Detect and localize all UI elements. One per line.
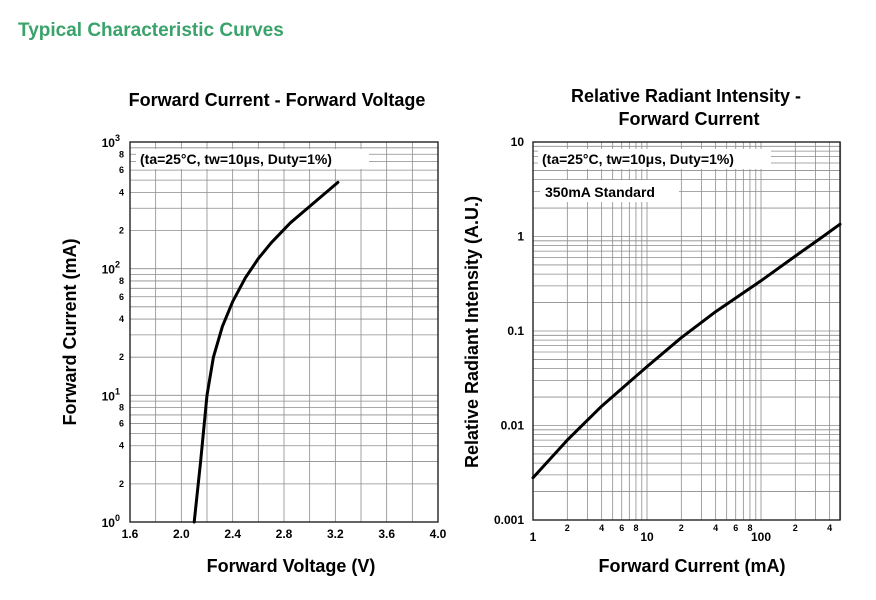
y-tick-label: 0.1 (507, 324, 524, 338)
annotation-background (540, 180, 679, 202)
y-tick-label: 10 (511, 135, 525, 149)
x-tick-label: 100 (751, 530, 771, 544)
section-title: Typical Characteristic Curves (18, 20, 284, 41)
y-tick-label: 101 (102, 386, 120, 403)
annotation-background (538, 149, 771, 169)
x-axis-title: Forward Voltage (V) (207, 556, 376, 576)
y-tick-exponent: 0 (115, 513, 120, 523)
x-minor-tick-label: 6 (619, 523, 624, 533)
x-minor-tick-label: 8 (633, 523, 638, 533)
y-minor-tick-label: 6 (119, 292, 124, 302)
y-minor-tick-label: 4 (119, 441, 124, 451)
plot-frame (532, 141, 841, 521)
y-axis-title: Forward Current (mA) (60, 238, 80, 425)
x-tick-label: 3.6 (378, 527, 395, 541)
x-minor-tick-label: 2 (565, 523, 570, 533)
series-line-forward-current (192, 180, 340, 524)
x-minor-tick-label: 4 (827, 523, 832, 533)
y-tick-label: 1 (517, 230, 524, 244)
annotation-conditions: (ta=25°C, tw=10μs, Duty=1%) (140, 151, 332, 167)
annotation-conditions: (ta=25°C, tw=10μs, Duty=1%) (542, 151, 734, 167)
x-tick-label: 10 (640, 530, 654, 544)
series-line-relative-intensity (531, 222, 842, 480)
y-axis-title: Relative Radiant Intensity (A.U.) (462, 196, 482, 468)
y-tick-base: 10 (102, 136, 116, 150)
x-tick-label: 1.6 (122, 527, 139, 541)
x-tick-label: 1 (530, 530, 537, 544)
y-tick-exponent: 3 (115, 133, 120, 143)
y-tick-label: 0.001 (494, 513, 524, 527)
x-axis-title: Forward Current (mA) (598, 556, 785, 576)
x-tick-label: 3.2 (327, 527, 344, 541)
y-tick-label: 0.01 (501, 419, 525, 433)
y-tick-label: 103 (102, 133, 120, 150)
y-tick-base: 10 (102, 389, 116, 403)
chart-title-line-2: Forward Current (618, 109, 759, 129)
y-tick-exponent: 2 (115, 260, 120, 270)
y-minor-tick-label: 8 (119, 149, 124, 159)
plot-frame (129, 141, 439, 523)
y-tick-label: 102 (102, 260, 120, 277)
x-minor-tick-label: 4 (599, 523, 604, 533)
y-minor-tick-label: 6 (119, 418, 124, 428)
chart-title-line-1: Relative Radiant Intensity - (571, 86, 801, 106)
x-minor-tick-label: 6 (733, 523, 738, 533)
y-tick-base: 10 (102, 263, 116, 277)
y-minor-tick-label: 8 (119, 276, 124, 286)
y-minor-tick-label: 2 (119, 479, 124, 489)
chart-title: Forward Current - Forward Voltage (129, 90, 426, 110)
y-minor-tick-label: 4 (119, 314, 124, 324)
x-tick-label: 4.0 (430, 527, 447, 541)
y-minor-tick-label: 6 (119, 165, 124, 175)
y-tick-exponent: 1 (115, 386, 120, 396)
y-minor-tick-label: 2 (119, 226, 124, 236)
x-tick-label: 2.0 (173, 527, 190, 541)
x-minor-tick-label: 8 (747, 523, 752, 533)
x-minor-tick-label: 2 (793, 523, 798, 533)
y-minor-tick-label: 8 (119, 403, 124, 413)
x-minor-tick-label: 2 (679, 523, 684, 533)
x-tick-label: 2.8 (276, 527, 293, 541)
x-minor-tick-label: 4 (713, 523, 718, 533)
x-tick-label: 2.4 (224, 527, 241, 541)
y-minor-tick-label: 2 (119, 352, 124, 362)
annotation-standard: 350mA Standard (545, 184, 655, 200)
y-tick-label: 100 (102, 513, 120, 530)
y-tick-base: 10 (102, 516, 116, 530)
annotation-background (136, 149, 369, 169)
y-minor-tick-label: 4 (119, 187, 124, 197)
